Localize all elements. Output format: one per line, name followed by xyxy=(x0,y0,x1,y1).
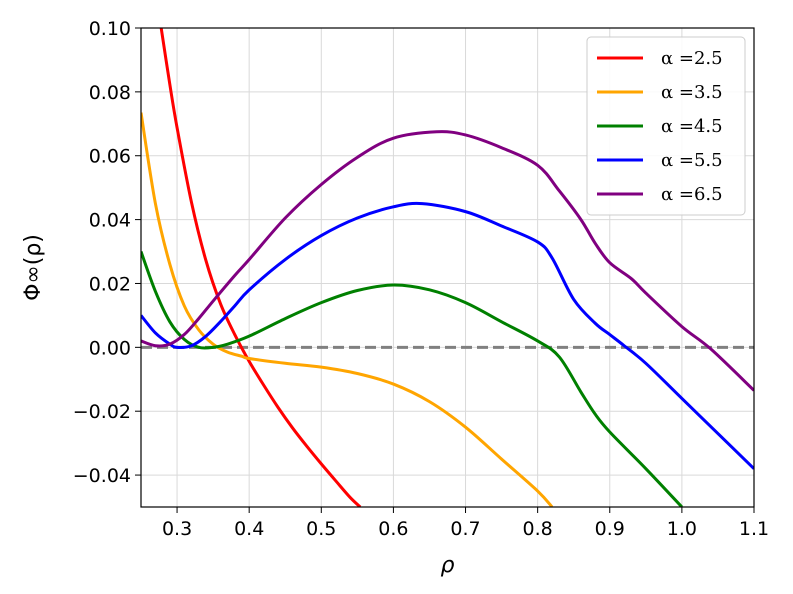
y-tick-label: 0.10 xyxy=(89,18,131,40)
legend-label-3: α =4.5 xyxy=(661,116,723,137)
y-axis-label: Φ∞(ρ) xyxy=(21,234,46,301)
series-line-1 xyxy=(159,28,362,507)
y-tick-label: 0.02 xyxy=(89,273,131,295)
y-tick-labels: −0.04 −0.02 0.00 0.02 0.04 0.06 0.08 0.10 xyxy=(73,18,131,487)
x-tick-label: 0.9 xyxy=(595,518,625,540)
series-lines xyxy=(141,28,754,507)
x-tick-label: 0.7 xyxy=(450,518,480,540)
x-tick-label: 0.3 xyxy=(162,518,192,540)
legend-entries: α =2.5 α =3.5 α =4.5 α =5.5 α =6.5 xyxy=(597,48,723,205)
plot-frame xyxy=(140,27,755,508)
x-tick-label: 0.8 xyxy=(523,518,553,540)
y-tick-label: 0.08 xyxy=(89,82,131,104)
legend: α =2.5 α =3.5 α =4.5 α =5.5 α =6.5 xyxy=(586,36,746,216)
series-line-4 xyxy=(141,201,754,470)
legend-box xyxy=(586,36,746,216)
x-tick-label: 1.1 xyxy=(739,518,769,540)
series-line-5 xyxy=(141,130,754,392)
y-tick-label: −0.04 xyxy=(73,465,131,487)
legend-label-1: α =2.5 xyxy=(661,48,723,69)
y-tick-label: 0.04 xyxy=(89,210,131,232)
y-tick-label: −0.02 xyxy=(73,401,131,423)
y-tick-label: 0.00 xyxy=(89,337,131,359)
legend-label-5: α =6.5 xyxy=(661,184,723,205)
x-axis-label: ρ xyxy=(441,553,455,578)
x-tick-label: 0.4 xyxy=(234,518,264,540)
x-tick-label: 0.6 xyxy=(378,518,408,540)
legend-label-2: α =3.5 xyxy=(661,82,723,103)
axis-ticks xyxy=(135,27,755,513)
y-tick-label: 0.06 xyxy=(89,146,131,168)
series-line-2 xyxy=(141,112,554,507)
x-tick-labels: 0.3 0.4 0.5 0.6 0.7 0.8 0.9 1.0 1.1 xyxy=(162,518,769,540)
x-tick-label: 1.0 xyxy=(667,518,697,540)
x-tick-label: 0.5 xyxy=(306,518,336,540)
legend-label-4: α =5.5 xyxy=(661,150,723,171)
